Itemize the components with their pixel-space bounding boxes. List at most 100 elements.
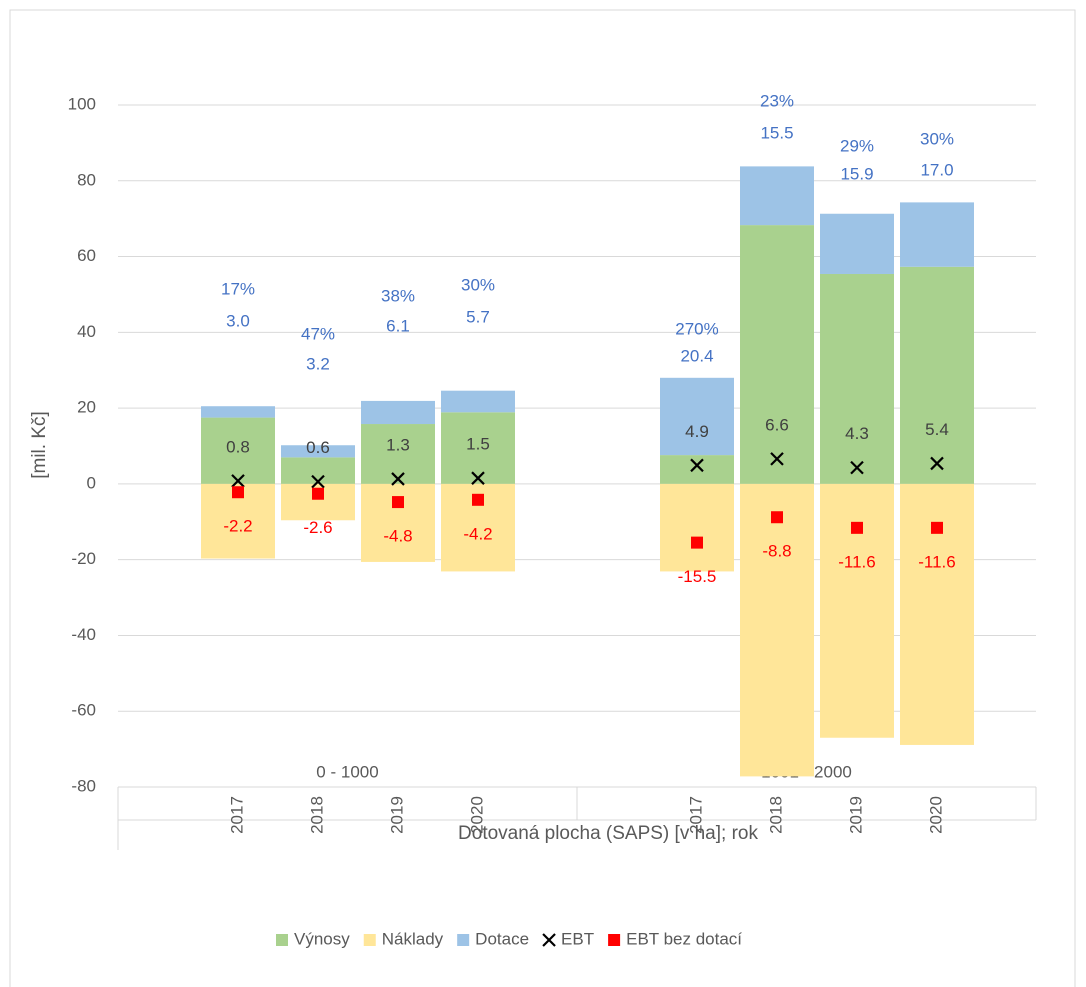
bar <box>660 377 734 456</box>
data-label: -4.2 <box>463 524 492 543</box>
data-label: -15.5 <box>678 567 717 586</box>
data-label: 4.3 <box>845 424 869 443</box>
legend-swatch <box>457 934 470 946</box>
y-tick-label: 40 <box>77 322 96 341</box>
ebt-bez-marker <box>312 487 324 500</box>
ebt-marker <box>690 458 704 473</box>
data-label: 0.6 <box>306 438 330 457</box>
percent-label: 29% <box>840 136 874 155</box>
data-label: 1.3 <box>386 435 410 454</box>
data-label: 17.0 <box>920 160 953 179</box>
legend-label: Dotace <box>475 929 529 948</box>
bar <box>441 412 515 484</box>
ebt-bez-marker <box>851 521 863 534</box>
y-tick-label: -20 <box>71 549 96 568</box>
y-tick-label: -40 <box>71 625 96 644</box>
data-label: 6.6 <box>765 415 789 434</box>
legend-swatch <box>276 934 288 946</box>
y-tick-label: -60 <box>71 701 96 720</box>
bar <box>441 390 515 413</box>
percent-label: 38% <box>381 286 415 305</box>
bar <box>281 445 355 458</box>
x-tick-label: 2018 <box>766 796 785 834</box>
data-label: 4.9 <box>685 422 709 441</box>
x-tick-label: 2019 <box>387 796 406 834</box>
legend-swatch <box>608 934 621 946</box>
bar <box>740 483 814 777</box>
ebt-marker <box>391 472 405 486</box>
data-label: -11.6 <box>838 552 876 571</box>
bar <box>201 406 275 418</box>
x-tick-label: 2019 <box>846 796 865 834</box>
data-label: 5.7 <box>466 307 490 326</box>
bar <box>660 483 734 572</box>
bar <box>740 225 814 484</box>
x-tick-label: 2020 <box>926 796 945 834</box>
data-label: 1.5 <box>466 435 490 454</box>
y-axis-title: [mil. Kč] <box>29 411 50 479</box>
data-label: 15.9 <box>840 164 873 183</box>
percent-label: 23% <box>760 91 794 110</box>
bar <box>361 424 435 484</box>
x-tick-label: 2017 <box>227 796 246 834</box>
percent-label: 270% <box>675 319 718 338</box>
data-label: -2.2 <box>223 517 252 536</box>
ebt-marker <box>930 456 944 471</box>
percent-label: 17% <box>221 279 255 298</box>
data-label: -2.6 <box>303 518 332 537</box>
bar <box>281 457 355 484</box>
legend-label: EBT bez dotací <box>626 929 742 948</box>
bar <box>361 483 435 562</box>
bar <box>820 213 894 274</box>
data-label: 3.2 <box>306 354 330 373</box>
ebt-marker <box>471 471 485 485</box>
y-tick-label: 60 <box>77 246 96 265</box>
x-tick-label: 2017 <box>686 796 705 834</box>
percent-label: 30% <box>920 129 954 148</box>
y-tick-label: 100 <box>68 94 96 113</box>
data-label: 0.8 <box>226 437 250 456</box>
legend-label: EBT <box>561 929 594 948</box>
legend-swatch <box>542 933 556 947</box>
group-label: 0 - 1000 <box>316 762 378 781</box>
data-label: -8.8 <box>762 542 791 561</box>
legend-swatch <box>363 934 376 946</box>
x-tick-label: 2020 <box>467 796 486 834</box>
data-label: 20.4 <box>680 346 713 365</box>
legend-label: Náklady <box>382 929 444 948</box>
ebt-bez-marker <box>771 511 783 524</box>
percent-label: 30% <box>461 275 495 294</box>
y-tick-label: 80 <box>77 170 96 189</box>
bar <box>201 417 275 484</box>
ebt-marker <box>311 474 325 489</box>
bar <box>740 166 814 226</box>
ebt-marker <box>231 474 245 488</box>
y-tick-label: 20 <box>77 398 96 417</box>
ebt-bez-marker <box>392 496 404 509</box>
bar <box>900 266 974 484</box>
data-label: -4.8 <box>383 527 412 546</box>
bar <box>820 273 894 484</box>
ebt-marker <box>770 452 784 466</box>
legend-label: Výnosy <box>294 929 350 948</box>
bar <box>361 400 435 425</box>
ebt-bez-marker <box>472 493 484 506</box>
bar <box>660 455 734 484</box>
data-label: -11.6 <box>918 552 956 571</box>
percent-label: 47% <box>301 324 335 343</box>
data-label: 5.4 <box>925 420 949 439</box>
y-tick-label: -80 <box>71 776 96 795</box>
x-axis-title: Dotovaná plocha (SAPS) [v ha]; rok <box>458 823 758 844</box>
y-tick-label: 0 <box>87 473 96 492</box>
ebt-marker <box>850 460 864 475</box>
data-label: 3.0 <box>226 311 250 330</box>
data-label: 15.5 <box>760 123 793 142</box>
bar <box>900 202 974 267</box>
ebt-bez-marker <box>232 486 244 499</box>
chart-border <box>9 9 1076 987</box>
data-label: 6.1 <box>386 316 410 335</box>
ebt-bez-marker <box>931 521 943 534</box>
x-tick-label: 2018 <box>307 796 326 834</box>
ebt-bez-marker <box>691 536 703 549</box>
